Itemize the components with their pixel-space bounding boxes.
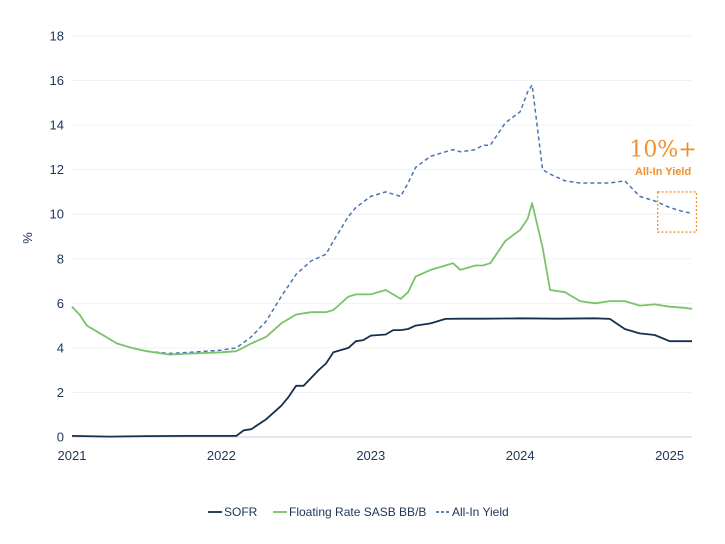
x-tick-label: 2024	[506, 448, 535, 463]
legend-label: SOFR	[224, 505, 258, 519]
series-line-sofr	[71, 317, 692, 438]
gridlines	[72, 35, 692, 393]
legend: SOFR Floating Rate SASB BB/B All-In Yield	[208, 505, 509, 519]
y-tick-label: 6	[57, 296, 64, 311]
annotation-box	[656, 191, 698, 233]
y-tick-label: 14	[50, 118, 64, 133]
legend-label: Floating Rate SASB BB/B	[289, 505, 426, 519]
y-tick-label: 10	[50, 207, 64, 222]
x-tick-label: 2021	[58, 448, 87, 463]
series-lines	[71, 84, 693, 438]
annotation: 10%+ All-In Yield	[629, 137, 698, 233]
y-tick-label: 12	[50, 162, 64, 177]
series-line-floating-rate-sasb-bb-b	[71, 202, 693, 356]
y-axis-ticks: 0 2 4 6 8 10 12 14 16 18	[50, 29, 64, 445]
y-tick-label: 18	[50, 29, 64, 44]
y-tick-label: 8	[57, 251, 64, 266]
x-tick-label: 2023	[356, 448, 385, 463]
y-tick-label: 4	[57, 340, 64, 355]
x-tick-label: 2025	[655, 448, 684, 463]
y-tick-label: 2	[57, 385, 64, 400]
annotation-headline: 10%+	[629, 137, 696, 162]
y-tick-label: 0	[57, 430, 64, 445]
x-tick-label: 2022	[207, 448, 236, 463]
y-axis-title: %	[20, 232, 35, 244]
series-line-all-in-yield	[71, 84, 693, 355]
y-tick-label: 16	[50, 73, 64, 88]
x-axis-ticks: 2021 2022 2023 2024 2025	[58, 448, 685, 463]
annotation-label: All-In Yield	[635, 166, 691, 178]
legend-label: All-In Yield	[452, 505, 509, 519]
